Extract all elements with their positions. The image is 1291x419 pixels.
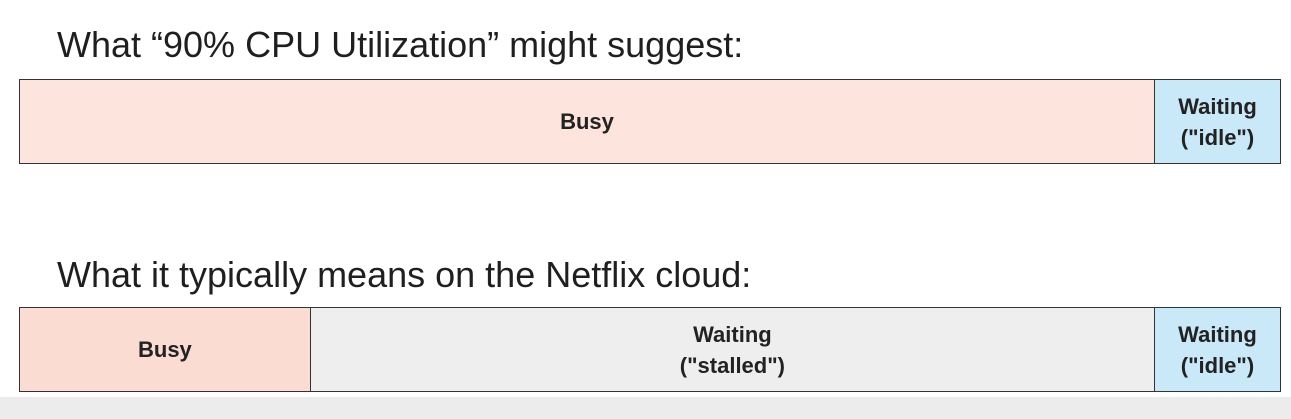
scenario-2-busy-segment: Busy <box>20 308 310 391</box>
scenario-1-idle-segment: Waiting ("idle") <box>1154 80 1280 163</box>
scenario-2-idle-segment: Waiting ("idle") <box>1153 308 1280 391</box>
scenario-1-heading: What “90% CPU Utilization” might suggest… <box>57 24 744 65</box>
scenario-2-heading: What it typically means on the Netflix c… <box>57 254 752 295</box>
bottom-shade <box>0 397 1291 419</box>
scenario-1-busy-segment: Busy <box>20 80 1154 163</box>
scenario-2-bar: Busy Waiting ("stalled") Waiting ("idle"… <box>19 307 1281 392</box>
scenario-2-stalled-segment: Waiting ("stalled") <box>309 308 1154 391</box>
scenario-1-bar: Busy Waiting ("idle") <box>19 79 1281 164</box>
